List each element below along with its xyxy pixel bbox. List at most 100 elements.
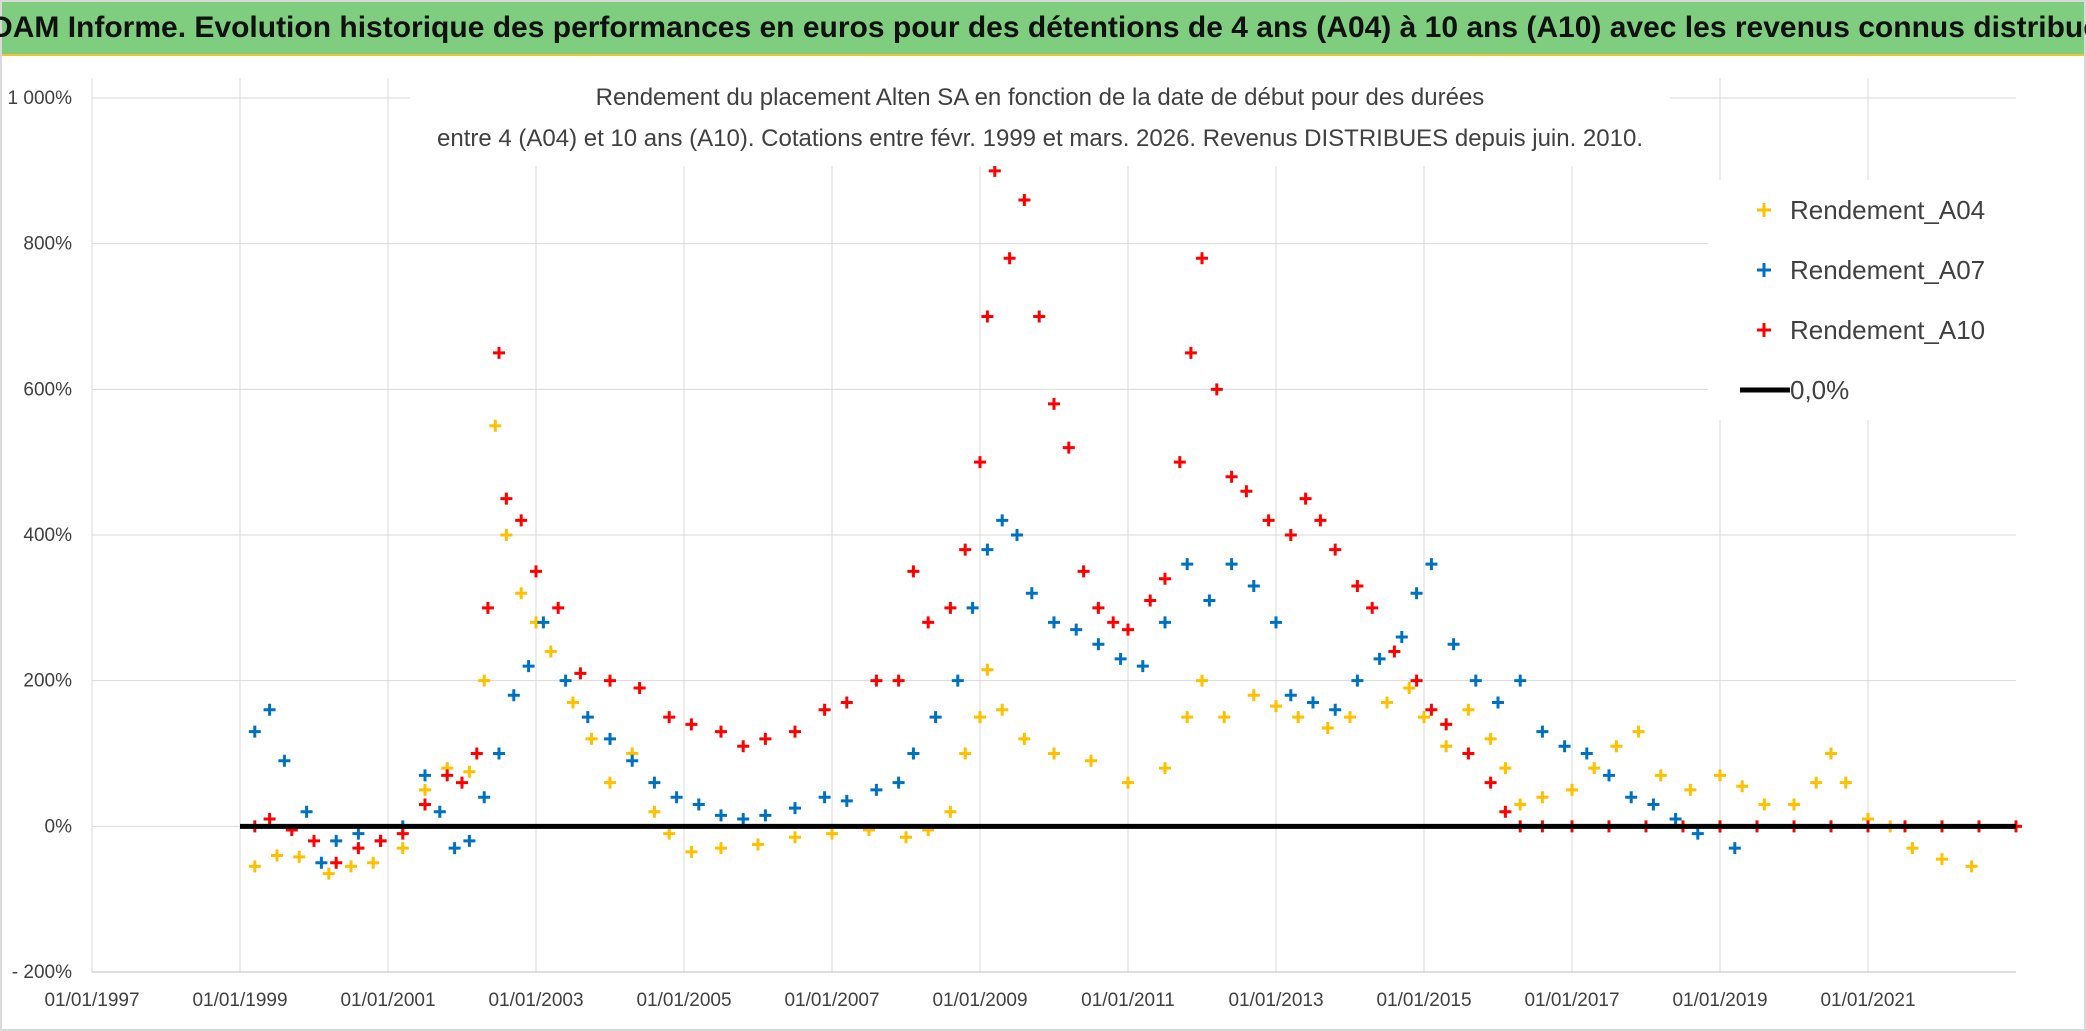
y-tick-label-0: 1 000%: [8, 88, 73, 109]
point-Rendement_A10-54: [1240, 485, 1253, 498]
point-Rendement_A07-23: [670, 791, 683, 804]
point-Rendement_A07-20: [604, 732, 616, 745]
point-Rendement_A04-51: [1440, 740, 1453, 753]
point-Rendement_A04-38: [1122, 776, 1134, 789]
point-Rendement_A04-50: [1418, 711, 1430, 724]
point-Rendement_A07-5: [330, 834, 343, 847]
point-Rendement_A04-69: [1839, 776, 1852, 789]
point-Rendement_A04-61: [1654, 769, 1667, 782]
point-Rendement_A07-34: [929, 711, 942, 724]
point-Rendement_A07-69: [1647, 798, 1660, 811]
x-tick-label-6: 01/01/2009: [932, 990, 1027, 1011]
point-Rendement_A10-8: [419, 798, 431, 811]
x-tick-label-12: 01/01/2021: [1820, 990, 1915, 1011]
point-Rendement_A10-52: [1210, 383, 1223, 396]
point-Rendement_A07-71: [1691, 827, 1704, 840]
point-Rendement_A04-43: [1247, 689, 1260, 702]
chart-title-background: [410, 74, 1670, 166]
point-Rendement_A10-60: [1351, 579, 1364, 592]
point-Rendement_A10-58: [1314, 514, 1327, 527]
point-Rendement_A04-59: [1610, 740, 1623, 753]
point-Rendement_A10-45: [1107, 616, 1120, 629]
point-Rendement_A10-32: [922, 616, 935, 629]
point-Rendement_A10-34: [959, 543, 972, 556]
point-Rendement_A07-67: [1603, 769, 1615, 782]
point-Rendement_A10-49: [1173, 456, 1186, 469]
point-Rendement_A04-60: [1632, 725, 1645, 738]
point-Rendement_A04-3: [322, 867, 335, 880]
point-Rendement_A10-25: [759, 732, 772, 745]
y-tick-label-6: - 200%: [12, 962, 72, 983]
point-Rendement_A07-37: [981, 543, 994, 556]
point-Rendement_A07-61: [1469, 674, 1482, 687]
point-Rendement_A04-23: [715, 842, 727, 855]
point-Rendement_A07-51: [1270, 616, 1282, 629]
y-tick-label-3: 400%: [23, 525, 72, 546]
point-Rendement_A10-15: [515, 514, 528, 527]
point-Rendement_A10-29: [870, 674, 883, 687]
point-Rendement_A07-17: [537, 616, 550, 629]
point-Rendement_A07-42: [1070, 623, 1083, 636]
point-Rendement_A07-50: [1247, 579, 1260, 592]
point-Rendement_A04-40: [1181, 711, 1194, 724]
point-Rendement_A07-56: [1373, 652, 1386, 665]
point-Rendement_A10-44: [1092, 601, 1105, 614]
point-Rendement_A07-26: [737, 813, 750, 826]
point-Rendement_A07-30: [840, 794, 853, 807]
point-Rendement_A04-4: [345, 860, 357, 873]
point-Rendement_A10-4: [330, 856, 343, 869]
point-Rendement_A07-21: [626, 754, 639, 767]
point-Rendement_A10-38: [1003, 252, 1016, 265]
legend-label-2: Rendement_A10: [1790, 315, 1985, 345]
point-Rendement_A07-3: [300, 805, 313, 818]
point-Rendement_A10-67: [1484, 776, 1497, 789]
point-Rendement_A10-21: [663, 711, 676, 724]
series-Rendement_A10: [248, 164, 2022, 869]
point-Rendement_A04-46: [1321, 722, 1334, 735]
point-Rendement_A04-42: [1218, 711, 1231, 724]
point-Rendement_A07-65: [1558, 740, 1571, 753]
point-Rendement_A04-37: [1085, 754, 1097, 767]
point-Rendement_A07-47: [1181, 558, 1194, 571]
legend: Rendement_A04 Rendement_A07 Rendement_A10 0…: [1708, 180, 2018, 420]
point-Rendement_A07-35: [951, 674, 964, 687]
point-Rendement_A07-9: [419, 769, 431, 782]
point-Rendement_A10-43: [1077, 565, 1090, 578]
point-Rendement_A04-67: [1810, 776, 1823, 789]
point-Rendement_A04-16: [567, 696, 579, 709]
point-Rendement_A07-41: [1048, 616, 1060, 629]
point-Rendement_A07-57: [1395, 630, 1408, 643]
legend-label-0: Rendement_A04: [1790, 195, 1985, 225]
point-Rendement_A07-36: [966, 601, 979, 614]
point-Rendement_A07-2: [278, 754, 291, 767]
x-tick-label-10: 01/01/2017: [1524, 990, 1619, 1011]
point-Rendement_A04-72: [1906, 842, 1919, 855]
point-Rendement_A10-35: [974, 456, 986, 469]
point-Rendement_A07-1: [263, 703, 276, 716]
point-Rendement_A10-40: [1033, 310, 1046, 323]
point-Rendement_A07-39: [1011, 529, 1023, 541]
point-Rendement_A04-34: [996, 703, 1009, 716]
point-Rendement_A04-48: [1381, 696, 1393, 709]
point-Rendement_A04-28: [900, 831, 912, 844]
point-Rendement_A04-65: [1758, 798, 1771, 811]
point-Rendement_A04-73: [1936, 853, 1948, 866]
chart-title-line-1: Rendement du placement Alten SA en fonct…: [596, 84, 1485, 111]
point-Rendement_A07-58: [1410, 587, 1423, 600]
point-Rendement_A10-62: [1388, 645, 1401, 658]
point-Rendement_A07-25: [715, 809, 727, 822]
x-tick-label-2: 01/01/2001: [340, 990, 435, 1011]
point-Rendement_A04-24: [752, 838, 764, 851]
point-Rendement_A10-64: [1425, 703, 1438, 716]
point-Rendement_A10-27: [818, 703, 831, 716]
point-Rendement_A07-19: [581, 711, 594, 724]
point-Rendement_A04-35: [1018, 732, 1031, 745]
point-Rendement_A10-22: [685, 718, 698, 731]
point-Rendement_A07-22: [648, 776, 661, 789]
point-Rendement_A07-59: [1425, 558, 1438, 571]
point-Rendement_A04-56: [1536, 791, 1549, 804]
point-Rendement_A07-10: [433, 805, 446, 818]
point-Rendement_A04-55: [1514, 798, 1527, 811]
point-Rendement_A07-15: [507, 689, 520, 702]
point-Rendement_A07-0: [248, 725, 261, 738]
